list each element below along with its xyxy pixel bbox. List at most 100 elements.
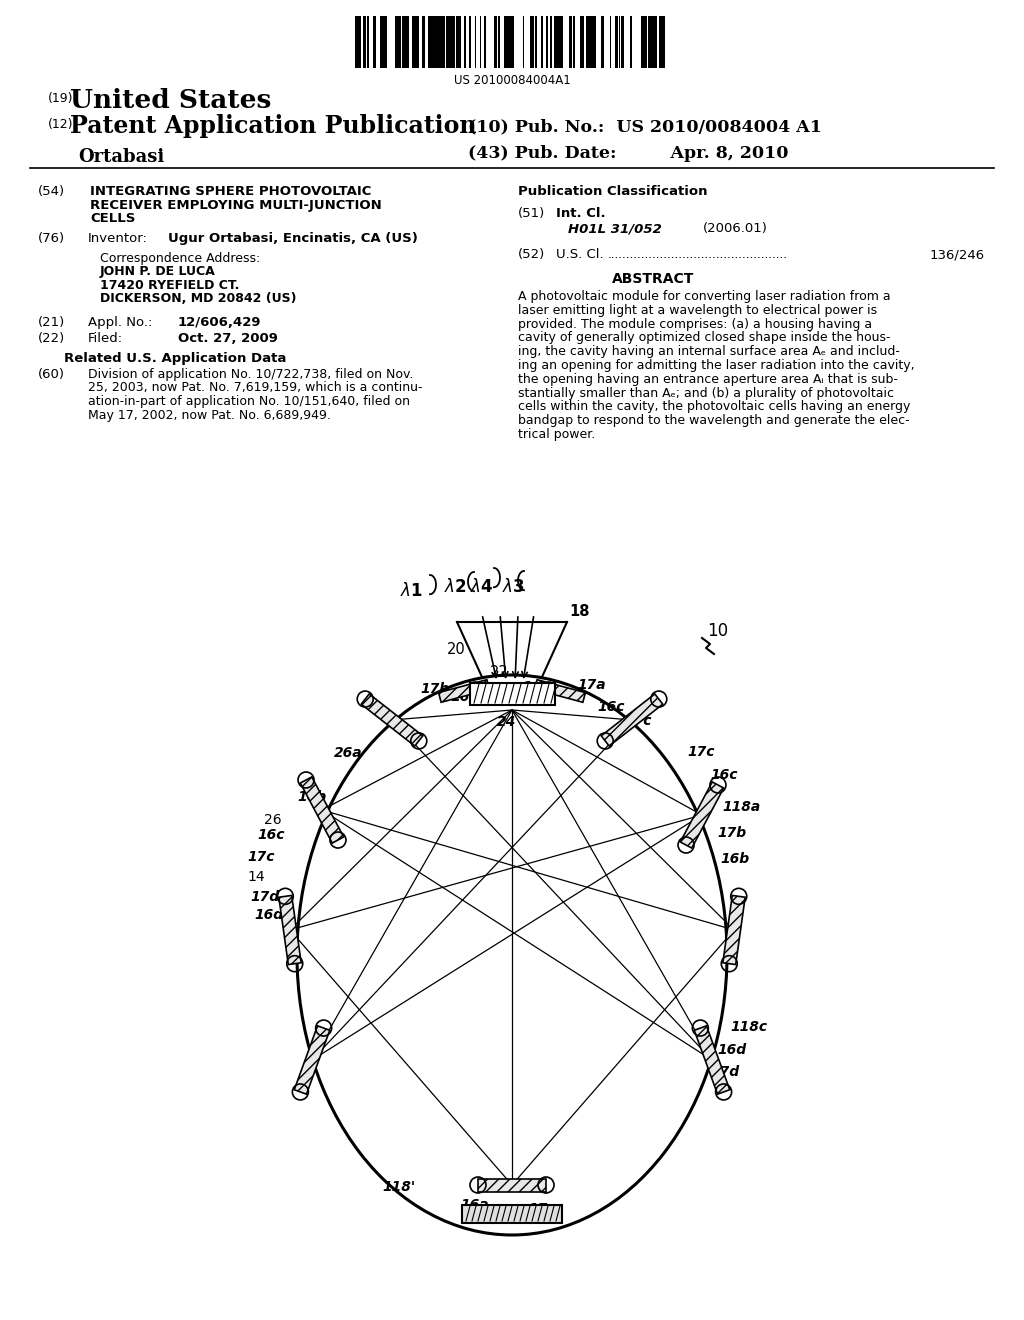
Text: 22: 22 xyxy=(490,665,509,680)
Text: 17c: 17c xyxy=(624,714,651,729)
Text: 16b: 16b xyxy=(450,690,479,704)
Text: Int. Cl.: Int. Cl. xyxy=(556,207,605,220)
Text: May 17, 2002, now Pat. No. 6,689,949.: May 17, 2002, now Pat. No. 6,689,949. xyxy=(88,408,331,421)
Bar xyxy=(602,16,604,69)
Text: 25, 2003, now Pat. No. 7,619,159, which is a continu-: 25, 2003, now Pat. No. 7,619,159, which … xyxy=(88,381,423,395)
Text: JOHN P. DE LUCA: JOHN P. DE LUCA xyxy=(100,265,216,279)
Text: laser emitting light at a wavelength to electrical power is: laser emitting light at a wavelength to … xyxy=(518,304,878,317)
Bar xyxy=(512,16,514,69)
Text: 118a: 118a xyxy=(722,800,760,814)
Bar xyxy=(530,16,534,69)
Text: 16c: 16c xyxy=(597,700,625,714)
Bar xyxy=(458,16,461,69)
Bar xyxy=(554,16,558,69)
Polygon shape xyxy=(438,680,489,702)
Bar xyxy=(569,16,572,69)
Text: 16a: 16a xyxy=(460,1199,488,1212)
Bar xyxy=(441,16,444,69)
Text: 118c: 118c xyxy=(730,1020,767,1034)
Text: 16c: 16c xyxy=(710,768,737,781)
Bar xyxy=(357,16,361,69)
Bar xyxy=(382,16,384,69)
Text: 17b: 17b xyxy=(420,682,450,696)
Text: provided. The module comprises: (a) a housing having a: provided. The module comprises: (a) a ho… xyxy=(518,318,872,330)
Bar xyxy=(505,16,509,69)
Text: ................................................: ........................................… xyxy=(608,248,788,261)
Text: (51): (51) xyxy=(518,207,545,220)
Bar xyxy=(451,16,454,69)
Bar xyxy=(406,16,409,69)
Text: 12/606,429: 12/606,429 xyxy=(178,315,261,329)
Bar xyxy=(594,16,596,69)
Bar xyxy=(630,16,632,69)
Text: 17a: 17a xyxy=(528,1203,557,1216)
Text: 17d: 17d xyxy=(710,1065,739,1078)
Bar xyxy=(650,16,653,69)
Text: ing an opening for admitting the laser radiation into the cavity,: ing an opening for admitting the laser r… xyxy=(518,359,914,372)
Bar xyxy=(654,16,657,69)
Text: Publication Classification: Publication Classification xyxy=(518,185,708,198)
Text: 10: 10 xyxy=(707,622,728,640)
Text: INTEGRATING SPHERE PHOTOVOLTAIC: INTEGRATING SPHERE PHOTOVOLTAIC xyxy=(90,185,372,198)
Text: (52): (52) xyxy=(518,248,545,261)
Text: (12): (12) xyxy=(48,117,74,131)
Polygon shape xyxy=(478,1179,546,1192)
Bar xyxy=(470,682,555,705)
Text: cavity of generally optimized closed shape inside the hous-: cavity of generally optimized closed sha… xyxy=(518,331,891,345)
Bar xyxy=(495,16,497,69)
Text: $\lambda$2: $\lambda$2 xyxy=(444,578,467,597)
Bar xyxy=(586,16,589,69)
Bar xyxy=(423,16,425,69)
Bar xyxy=(589,16,592,69)
Text: cells within the cavity, the photovoltaic cells having an energy: cells within the cavity, the photovoltai… xyxy=(518,400,910,413)
Bar xyxy=(399,16,401,69)
Text: 136/246: 136/246 xyxy=(930,248,985,261)
Text: 20: 20 xyxy=(447,642,466,657)
Bar xyxy=(462,1205,562,1224)
Text: (22): (22) xyxy=(38,333,66,345)
Text: $\lambda$4: $\lambda$4 xyxy=(470,578,494,597)
Bar xyxy=(648,16,650,69)
Text: H01L 31/052: H01L 31/052 xyxy=(568,222,662,235)
Text: stantially smaller than Aₑ; and (b) a plurality of photovoltaic: stantially smaller than Aₑ; and (b) a pl… xyxy=(518,387,894,400)
Text: ABSTRACT: ABSTRACT xyxy=(611,272,694,286)
Text: 17d: 17d xyxy=(250,890,280,904)
Text: DICKERSON, MD 20842 (US): DICKERSON, MD 20842 (US) xyxy=(100,293,297,305)
Text: (19): (19) xyxy=(48,92,74,106)
Polygon shape xyxy=(694,1026,730,1094)
Bar xyxy=(416,16,419,69)
Text: Ugur Ortabasi, Encinatis, CA (US): Ugur Ortabasi, Encinatis, CA (US) xyxy=(168,232,418,246)
Bar xyxy=(449,16,451,69)
Text: 18: 18 xyxy=(569,605,590,619)
Text: 17420 RYEFIELD CT.: 17420 RYEFIELD CT. xyxy=(100,279,240,292)
Text: trical power.: trical power. xyxy=(518,428,595,441)
Text: 118': 118' xyxy=(382,1180,415,1195)
Text: Patent Application Publication: Patent Application Publication xyxy=(70,114,476,139)
Bar xyxy=(498,16,500,69)
Text: 17b: 17b xyxy=(717,826,746,840)
Polygon shape xyxy=(680,781,724,847)
Polygon shape xyxy=(723,895,745,965)
Bar xyxy=(456,16,458,69)
Text: $\lambda$1: $\lambda$1 xyxy=(400,582,423,601)
Text: Related U.S. Application Data: Related U.S. Application Data xyxy=(63,352,286,366)
Text: 16a: 16a xyxy=(522,680,551,694)
Text: CELLS: CELLS xyxy=(90,213,135,224)
Bar xyxy=(509,16,512,69)
Bar xyxy=(433,16,436,69)
Text: 16b: 16b xyxy=(720,851,750,866)
Bar xyxy=(642,16,646,69)
Text: 26: 26 xyxy=(264,813,282,828)
Polygon shape xyxy=(300,777,344,843)
Text: (2006.01): (2006.01) xyxy=(703,222,768,235)
Polygon shape xyxy=(601,694,663,746)
Text: 12: 12 xyxy=(504,1204,521,1218)
Bar xyxy=(469,16,471,69)
Text: 14: 14 xyxy=(247,870,264,884)
Polygon shape xyxy=(361,694,423,746)
Text: Oct. 27, 2009: Oct. 27, 2009 xyxy=(178,333,278,345)
Bar xyxy=(412,16,416,69)
Text: bandgap to respond to the wavelength and generate the elec-: bandgap to respond to the wavelength and… xyxy=(518,414,909,428)
Bar xyxy=(560,16,563,69)
Text: Appl. No.:: Appl. No.: xyxy=(88,315,153,329)
